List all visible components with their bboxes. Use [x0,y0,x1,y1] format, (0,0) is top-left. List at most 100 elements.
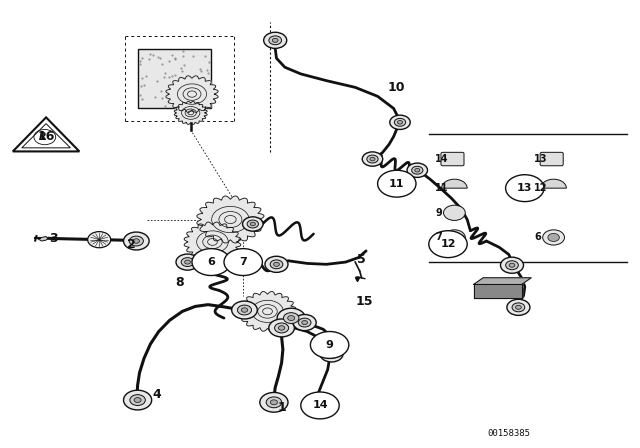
Circle shape [130,395,145,405]
Circle shape [237,305,252,315]
Circle shape [176,254,199,270]
Text: 11: 11 [389,179,404,189]
Polygon shape [184,222,241,262]
Circle shape [314,404,320,408]
Text: 15: 15 [356,294,374,308]
Text: 12: 12 [534,183,548,193]
Polygon shape [239,292,296,331]
Circle shape [184,260,191,264]
Circle shape [192,249,230,276]
Circle shape [543,230,564,245]
Circle shape [304,397,330,415]
Text: 9: 9 [435,208,442,218]
Text: 3: 3 [49,232,58,245]
Circle shape [444,205,465,220]
Circle shape [224,249,262,276]
Polygon shape [13,117,79,151]
Circle shape [444,230,465,245]
Circle shape [325,349,338,358]
Circle shape [500,257,524,273]
FancyBboxPatch shape [441,152,464,166]
Circle shape [250,222,255,226]
Circle shape [301,392,339,419]
Text: 7: 7 [239,257,247,267]
Wedge shape [442,179,467,188]
Polygon shape [474,284,522,298]
Polygon shape [174,101,207,125]
Text: 00158385: 00158385 [487,429,531,438]
Text: 16: 16 [37,130,55,143]
Circle shape [506,175,544,202]
Text: 7: 7 [435,233,442,242]
Circle shape [293,314,316,331]
Circle shape [310,401,324,411]
Circle shape [269,319,294,337]
FancyBboxPatch shape [138,49,211,108]
Circle shape [247,220,259,228]
Circle shape [512,303,525,312]
Circle shape [124,390,152,410]
Text: R: R [39,132,47,142]
Circle shape [362,152,383,166]
Circle shape [370,157,375,161]
Circle shape [320,346,343,362]
Circle shape [516,306,522,309]
Circle shape [449,233,460,241]
Text: 6: 6 [207,257,215,267]
Text: 2: 2 [127,237,136,251]
Circle shape [429,231,467,258]
Circle shape [284,313,299,323]
Circle shape [133,239,140,243]
Text: 1: 1 [277,401,286,414]
Text: 10: 10 [388,81,406,94]
Text: 14: 14 [435,154,449,164]
FancyBboxPatch shape [540,152,563,166]
Circle shape [243,217,263,231]
Circle shape [241,308,248,312]
Circle shape [274,263,280,266]
Circle shape [329,352,334,356]
Text: 8: 8 [175,276,184,289]
Circle shape [298,318,311,327]
Circle shape [134,398,141,402]
Circle shape [277,308,305,328]
Text: 13: 13 [534,154,548,164]
Polygon shape [37,237,48,241]
Circle shape [507,299,530,315]
Circle shape [288,315,294,321]
Circle shape [181,258,194,267]
Text: 9: 9 [326,340,333,350]
Circle shape [302,321,307,324]
Circle shape [509,263,515,267]
Circle shape [412,166,423,174]
Circle shape [367,155,378,163]
Polygon shape [474,278,531,284]
Text: 12: 12 [440,239,456,249]
Circle shape [232,301,257,319]
Circle shape [397,121,403,124]
Text: 5: 5 [357,253,366,267]
Text: 4: 4 [152,388,161,401]
Circle shape [88,232,111,248]
Circle shape [275,323,289,333]
Circle shape [269,36,282,45]
Text: 11: 11 [435,183,449,193]
Circle shape [506,261,518,270]
Text: 6: 6 [534,233,541,242]
Circle shape [265,256,288,272]
Circle shape [266,397,282,408]
Polygon shape [166,76,218,112]
Text: 13: 13 [517,183,532,193]
Circle shape [271,400,278,405]
Circle shape [390,115,410,129]
Polygon shape [197,196,264,243]
Circle shape [394,118,406,126]
Circle shape [378,170,416,197]
Circle shape [278,326,285,330]
Circle shape [415,168,420,172]
Wedge shape [541,179,566,188]
Circle shape [548,233,559,241]
Circle shape [260,392,288,412]
Polygon shape [22,124,70,148]
Circle shape [273,38,278,43]
